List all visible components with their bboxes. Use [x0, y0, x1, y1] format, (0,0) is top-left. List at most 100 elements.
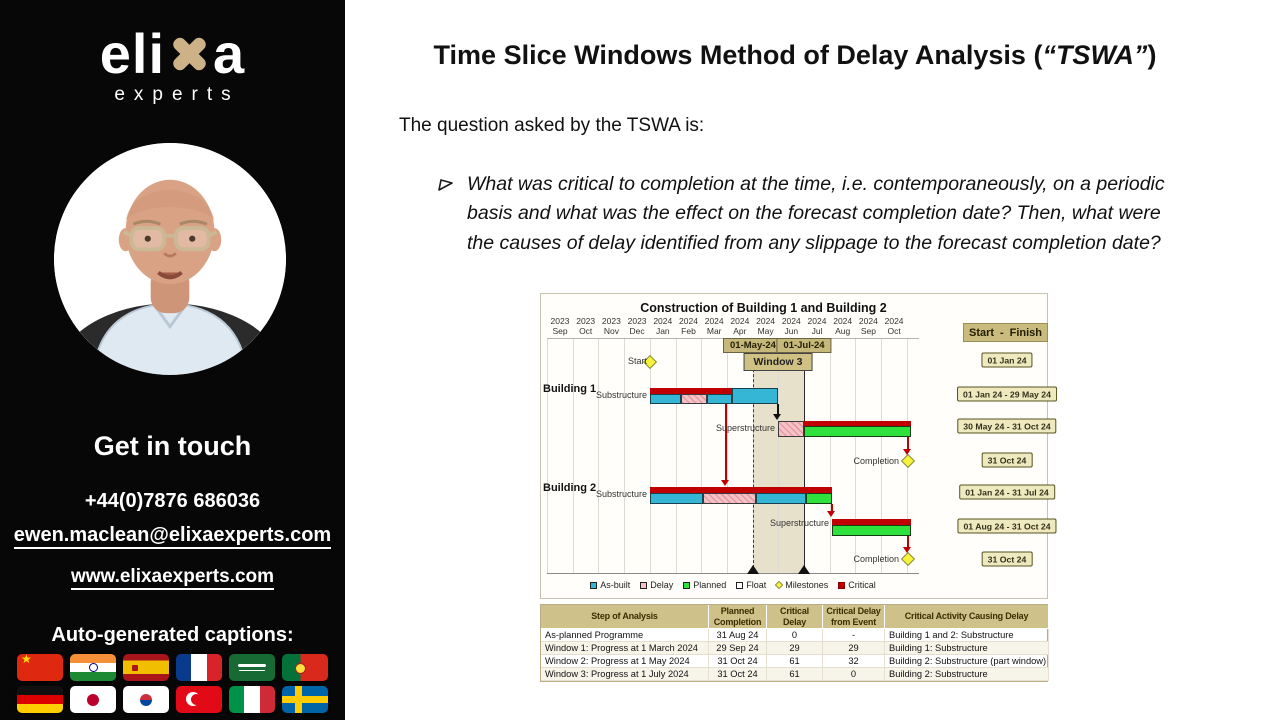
month-label: 2024 Jun	[775, 316, 807, 336]
chart-title: Construction of Building 1 and Building …	[640, 301, 887, 315]
month-label: 2023 Dec	[621, 316, 653, 336]
month-year: 2024	[653, 316, 673, 326]
france-flag-icon	[176, 654, 222, 681]
table-cell: Window 3: Progress at 1 July 2024	[541, 668, 709, 681]
delay-legend-swatch	[640, 581, 648, 589]
finish-label: 31 Oct 24	[981, 452, 1033, 468]
milestone-legend-swatch	[775, 580, 784, 590]
month-name: Aug	[835, 326, 851, 337]
gridline	[881, 339, 883, 573]
month-year: 2024	[807, 316, 827, 326]
gantt-row-label: Superstructure	[769, 518, 829, 528]
month-year: 2024	[730, 316, 750, 326]
month-year: 2023	[550, 316, 570, 326]
logo-text-part2: a	[213, 22, 246, 85]
gantt-bar-segment-delay	[703, 493, 756, 504]
milestone-diamond	[900, 551, 916, 567]
table-cell: As-planned Programme	[541, 629, 709, 642]
month-name: Jun	[784, 326, 799, 337]
gantt-row-label: Superstructure	[715, 423, 775, 433]
axis-marker	[798, 565, 810, 574]
planned-legend-swatch	[683, 581, 691, 589]
window-start-line	[753, 339, 754, 573]
legend-item: Planned	[683, 580, 726, 590]
dependency-arrowhead	[903, 547, 911, 553]
legend-label: Critical	[848, 580, 876, 590]
portugal-flag-icon	[282, 654, 328, 681]
month-name: May	[757, 326, 774, 337]
email-link[interactable]: ewen.maclean@elixaexperts.com	[0, 524, 345, 549]
table-cell: 29	[767, 642, 823, 655]
window-start-tag: 01-May-24	[723, 338, 783, 353]
bullet-arrow-icon	[438, 170, 454, 258]
legend-item: As-built	[590, 580, 630, 590]
website-link[interactable]: www.elixaexperts.com	[0, 566, 345, 590]
month-label: 2024 Apr	[724, 316, 756, 336]
table-cell: 61	[767, 655, 823, 668]
gantt-bar-segment-asbuilt	[707, 394, 732, 404]
table-cell: 32	[823, 655, 885, 668]
gridline	[624, 339, 626, 573]
dependency-arrow	[907, 536, 909, 547]
captions-heading: Auto-generated captions:	[51, 624, 294, 646]
legend-item: Milestones	[775, 580, 828, 590]
month-year: 2023	[627, 316, 647, 326]
gantt-row-label: Completion	[853, 456, 899, 466]
gantt-bar-segment-planned	[804, 426, 911, 437]
gantt-row-label: Completion	[853, 554, 899, 564]
table-cell: Window 1: Progress at 1 March 2024	[541, 642, 709, 655]
page-title: Time Slice Windows Method of Delay Analy…	[433, 40, 1157, 70]
month-year: 2024	[833, 316, 853, 326]
chart-legend: As-built Delay Planned Float Milestones Criti…	[547, 580, 919, 590]
asbuilt-legend-swatch	[590, 581, 598, 589]
table-header-cell: Step of Analysis	[541, 605, 709, 629]
window3-label: Window 3	[743, 353, 813, 371]
table-header-cell: Critical Delay	[767, 605, 823, 629]
critical-legend-swatch	[838, 581, 846, 589]
gridline	[829, 339, 831, 573]
analysis-table: Step of Analysis Planned Completion Critic…	[540, 604, 1049, 682]
month-label: 2024 Jul	[801, 316, 833, 336]
gridline	[778, 339, 780, 573]
month-name: Jul	[811, 326, 823, 337]
float-legend-swatch	[736, 581, 744, 589]
month-year: 2024	[704, 316, 724, 326]
logo-x-icon	[169, 32, 209, 76]
month-name: Dec	[629, 326, 645, 337]
month-name: Feb	[681, 326, 696, 337]
milestone-diamond	[900, 453, 916, 469]
month-year: 2023	[601, 316, 621, 326]
table-header-cell: Planned Completion	[709, 605, 767, 629]
dependency-arrowhead	[827, 511, 835, 517]
finish-label: 01 Jan 24 - 31 Jul 24	[959, 484, 1055, 500]
legend-label: As-built	[600, 580, 631, 590]
month-label: 2024 Sep	[852, 316, 884, 336]
gridline	[572, 339, 574, 573]
gantt-bar-segment-asbuilt	[732, 388, 778, 404]
month-year: 2024	[858, 316, 878, 326]
month-name: Nov	[603, 326, 619, 337]
presenter-photo	[54, 143, 286, 375]
legend-label: Planned	[693, 580, 727, 590]
month-label: 2024 Oct	[878, 316, 910, 336]
phone-number: +44(0)7876 686036	[84, 490, 261, 512]
gantt-bar-segment-asbuilt	[650, 493, 703, 504]
south-korea-flag-icon	[123, 686, 169, 713]
legend-label: Delay	[650, 580, 674, 590]
dependency-arrowhead	[773, 414, 781, 420]
gantt-row-label: Substructure	[595, 390, 647, 400]
gantt-bar-segment-critical	[832, 519, 911, 525]
table-cell: 31 Aug 24	[709, 629, 767, 642]
gantt-plot: Start Building 1 Substructure Superstructur…	[543, 338, 919, 574]
month-label: 2024 Aug	[827, 316, 859, 336]
bullet-item: What was critical to completion at the t…	[438, 170, 1178, 258]
turkey-flag-icon	[176, 686, 222, 713]
table-cell: 29	[823, 642, 885, 655]
axis-marker	[747, 565, 759, 574]
window-end-tag: 01-Jul-24	[776, 338, 832, 353]
gantt-row-label: Building 2	[543, 482, 597, 494]
table-cell: Window 2: Progress at 1 May 2024	[541, 655, 709, 668]
month-year: 2024	[884, 316, 904, 326]
month-label: 2023 Oct	[570, 316, 602, 336]
title-tswa: “TSWA”	[1042, 40, 1148, 70]
